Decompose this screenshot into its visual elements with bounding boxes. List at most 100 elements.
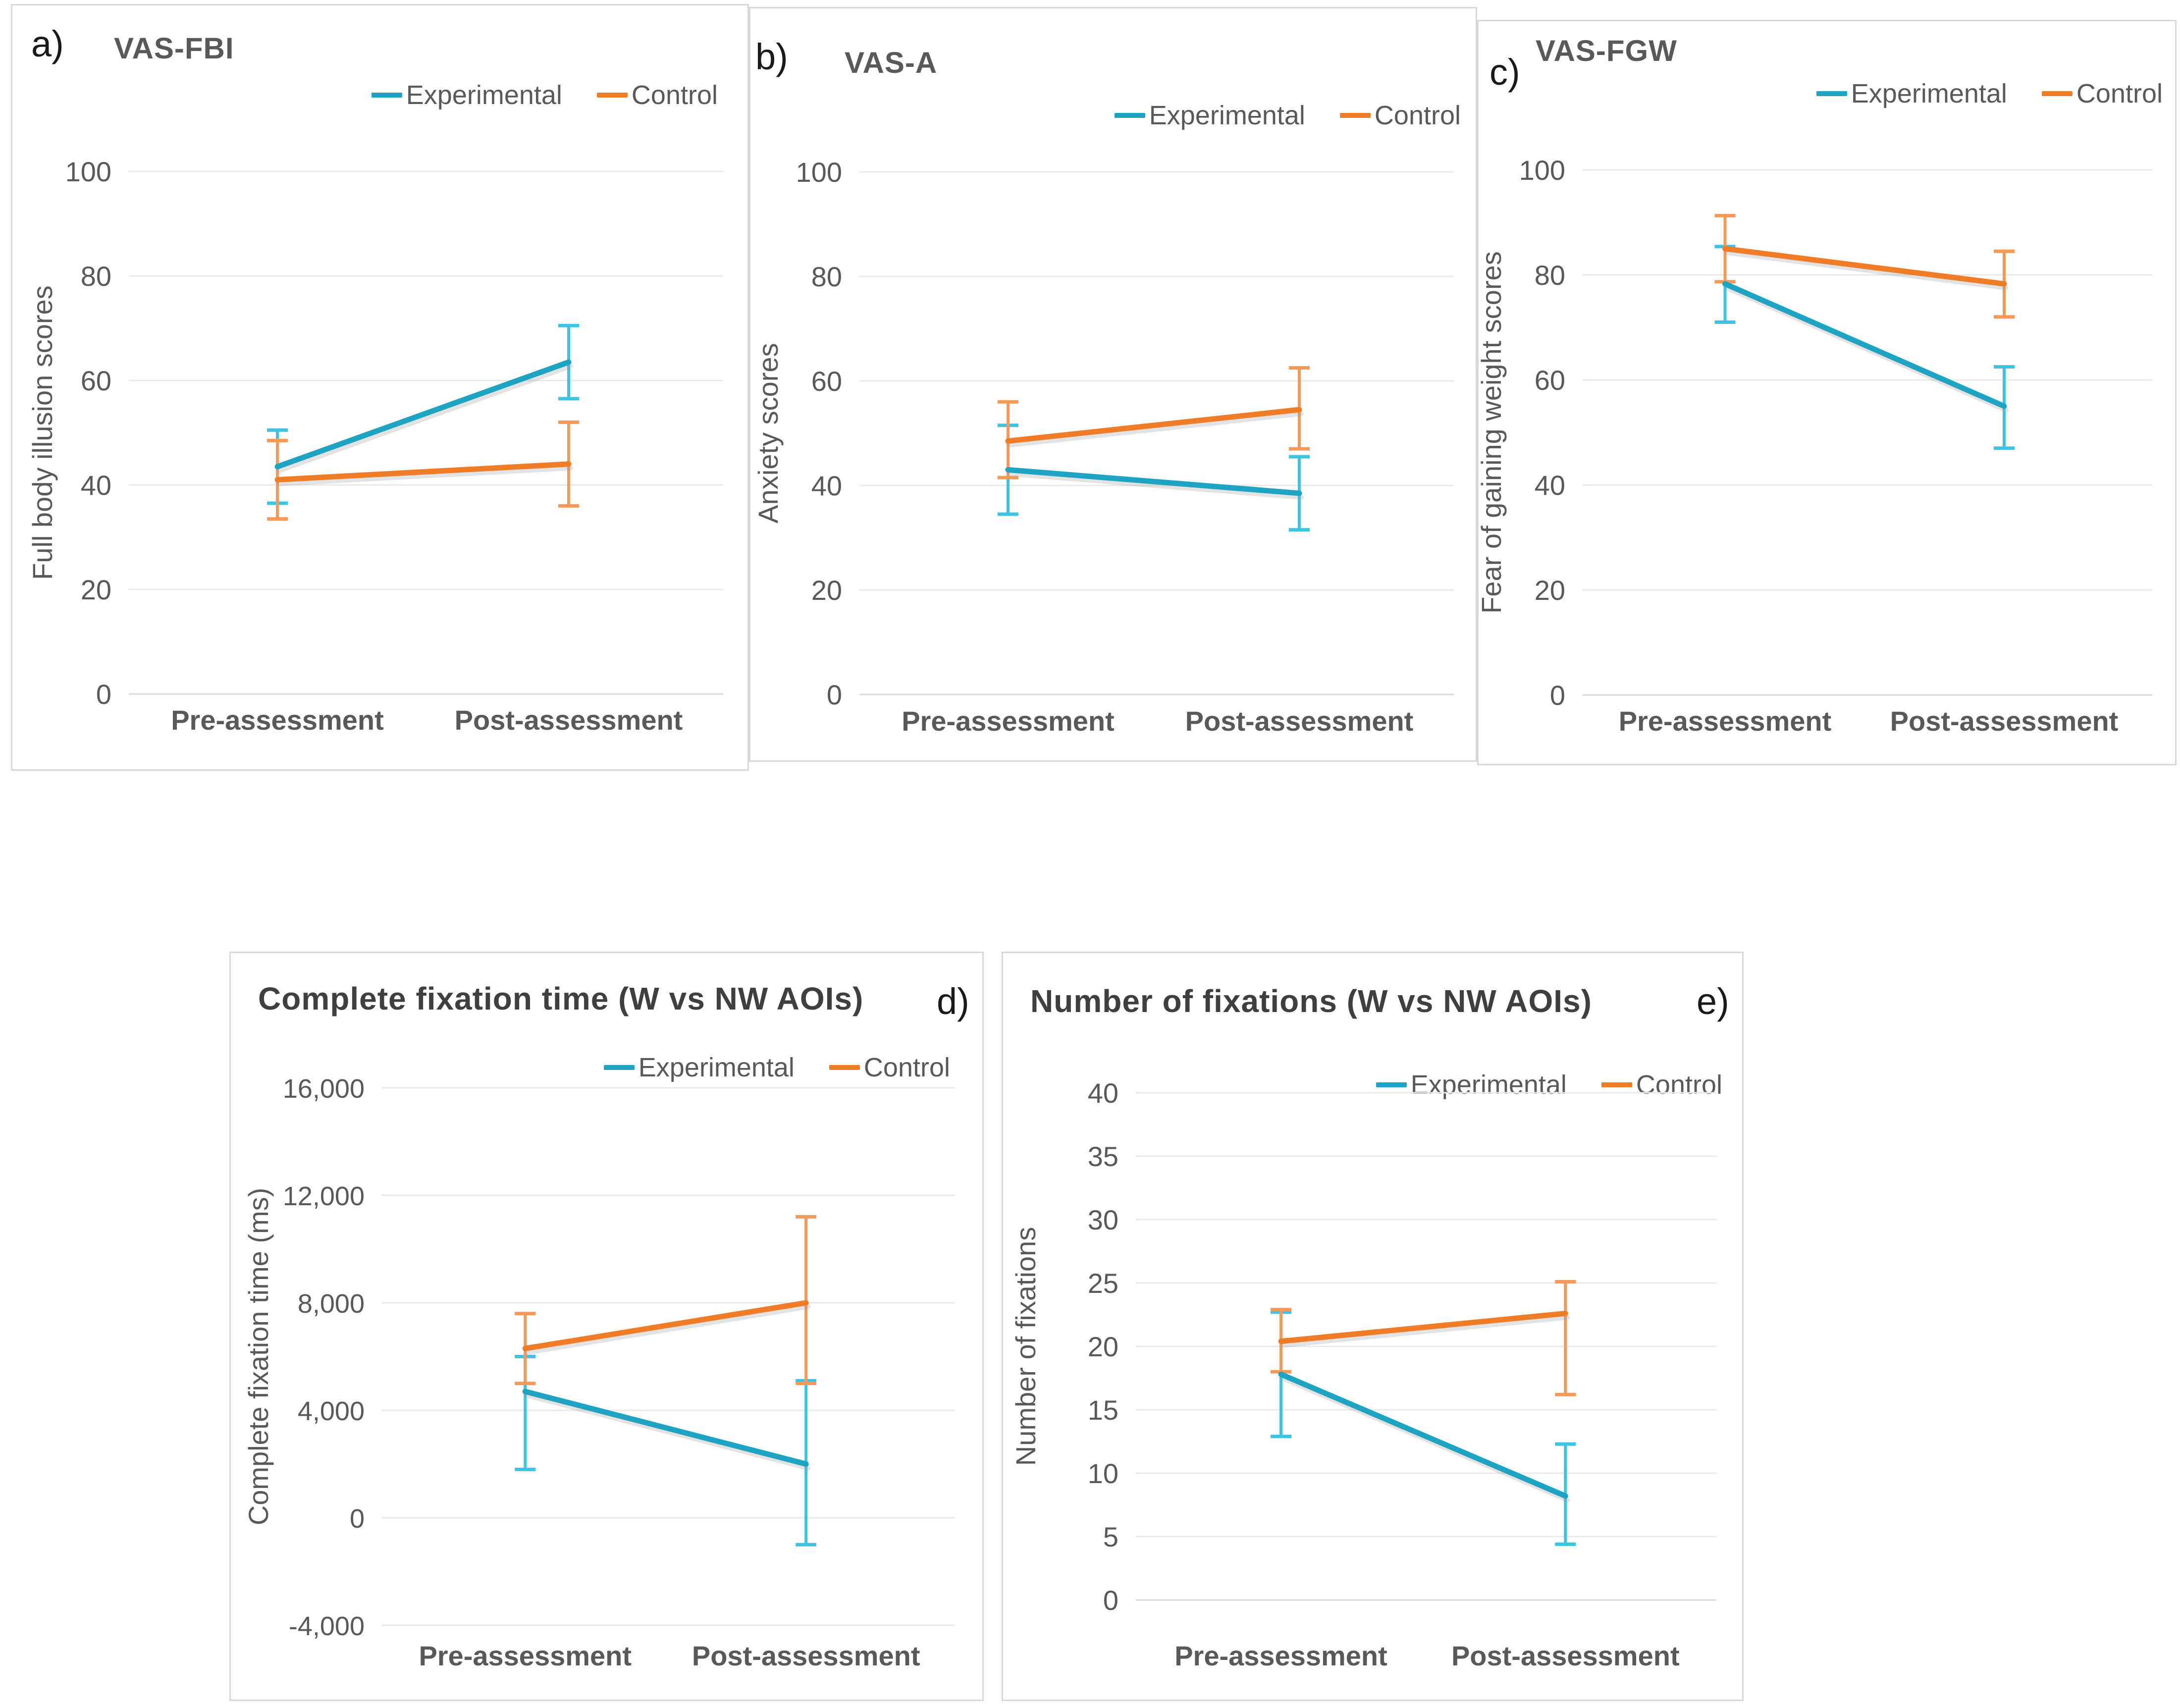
legend-label-experimental: Experimental	[638, 1053, 795, 1082]
chart-svg-a: 0 20 40 60 80 100 Full body illusion scores Pre…	[27, 156, 723, 736]
legend-item-experimental: Experimental	[371, 80, 562, 110]
y-tick-label: 25	[1088, 1268, 1118, 1299]
y-tick-label: 40	[1535, 470, 1565, 501]
y-tick-label: 40	[81, 470, 111, 501]
control-line-shadow	[1280, 1315, 1570, 1348]
y-tick-label: 20	[1088, 1331, 1118, 1362]
y-tick-label: 100	[65, 156, 111, 187]
y-tick-label: 35	[1088, 1141, 1118, 1172]
y-axis-label: Fear of gaining weight scores	[1479, 251, 1507, 614]
control-line	[1722, 246, 2007, 287]
experimental-line-swatch-icon	[603, 1065, 635, 1070]
x-category-label: Post-assessment	[1451, 1640, 1680, 1671]
control-line-swatch-icon	[596, 93, 628, 98]
y-tick-label: 12,000	[283, 1181, 365, 1211]
y-axis-label: Anxiety scores	[752, 343, 784, 523]
experimental-line-shadow	[1008, 471, 1304, 500]
y-tick-label: 60	[1535, 365, 1565, 396]
legend-item-control: Control	[1601, 1069, 1722, 1100]
chart-svg-c: 0 20 40 60 80 100 Fear of gaining weight score…	[1479, 155, 2152, 737]
y-tick-label: 80	[811, 261, 842, 292]
y-tick-label: 0	[827, 679, 842, 710]
x-category-label: Post-assessment	[692, 1640, 920, 1671]
experimental-line-shadow	[1280, 1376, 1570, 1503]
legend-e: Experimental Control	[1376, 1069, 1722, 1100]
panel-vas-fgw: c) VAS-FGW Experimental Control 0 20 40 60 8…	[1477, 20, 2177, 765]
y-tick-label: 0	[1103, 1585, 1118, 1616]
y-tick-label: 80	[1535, 260, 1565, 291]
y-tick-label: 20	[1535, 575, 1565, 606]
control-line-swatch-icon	[2041, 91, 2073, 96]
y-tick-label: 0	[1550, 680, 1565, 711]
y-tick-label: 100	[796, 157, 842, 188]
control-line-shadow	[525, 1304, 811, 1355]
y-tick-label: 5	[1103, 1521, 1118, 1552]
chart-title-b: VAS-A	[845, 46, 938, 79]
panel-label-d: d)	[937, 981, 969, 1022]
chart-title-d: Complete fixation time (W vs NW AOIs)	[258, 981, 864, 1016]
panel-vas-fbi: a) VAS-FBI Experimental Control 0 20 40 60 8…	[11, 4, 749, 771]
y-tick-label: 40	[811, 470, 842, 501]
panel-label-a: a)	[31, 23, 64, 64]
legend-label-experimental: Experimental	[1851, 79, 2007, 108]
control-line	[1005, 407, 1302, 444]
experimental-line	[274, 359, 572, 470]
chart-title-e: Number of fixations (W vs NW AOIs)	[1030, 983, 1592, 1019]
legend-item-control: Control	[1339, 100, 1461, 131]
legend-label-control: Control	[1374, 101, 1461, 130]
control-line	[1278, 1310, 1568, 1344]
y-tick-label: 40	[1088, 1077, 1118, 1109]
x-category-label: Post-assessment	[455, 704, 683, 736]
y-tick-label: 4,000	[298, 1396, 365, 1426]
experimental-line-shadow	[525, 1393, 811, 1471]
chart-svg-e: 0 5 10 15 20 25 30 35 40 Number of fixations Pre-a…	[1010, 1077, 1716, 1671]
experimental-line-swatch-icon	[1816, 91, 1847, 96]
legend-label-control: Control	[1636, 1070, 1722, 1100]
control-line-swatch-icon	[1601, 1082, 1632, 1087]
y-tick-label: 80	[81, 261, 111, 292]
control-line	[274, 461, 572, 482]
legend-item-experimental: Experimental	[1376, 1069, 1567, 1100]
y-tick-label: 16,000	[283, 1074, 365, 1104]
x-category-label: Pre-assessment	[1619, 705, 1832, 737]
experimental-line-swatch-icon	[371, 93, 402, 98]
chart-title-a: VAS-FBI	[114, 32, 234, 65]
legend-label-control: Control	[631, 80, 718, 110]
panel-label-e: e)	[1697, 981, 1729, 1022]
y-tick-label: -4,000	[289, 1611, 365, 1641]
y-tick-label: 60	[81, 365, 111, 396]
legend-b: Experimental Control	[1114, 100, 1461, 131]
panel-label-b: b)	[755, 36, 788, 77]
legend-label-control: Control	[863, 1053, 950, 1082]
legend-item-experimental: Experimental	[1114, 100, 1305, 131]
y-tick-label: 20	[81, 574, 111, 605]
legend-item-control: Control	[596, 80, 718, 110]
panel-complete-fixation-time: d) Complete fixation time (W vs NW AOIs)…	[229, 952, 984, 1701]
y-tick-label: 0	[350, 1504, 365, 1534]
control-line-shadow	[1008, 411, 1304, 448]
y-axis-label: Number of fixations	[1010, 1227, 1041, 1466]
control-line-swatch-icon	[1339, 113, 1371, 118]
y-tick-label: 60	[811, 366, 842, 397]
panel-vas-a: b) VAS-A Experimental Control 0 20 40 60 80 1…	[749, 7, 1477, 762]
legend-item-control: Control	[2041, 78, 2163, 109]
legend-label-experimental: Experimental	[1410, 1070, 1567, 1100]
x-category-label: Post-assessment	[1185, 705, 1414, 737]
experimental-line-shadow	[277, 364, 573, 474]
chart-title-c: VAS-FGW	[1536, 34, 1677, 67]
control-error-bar	[1555, 1280, 1576, 1396]
panel-label-c: c)	[1489, 52, 1520, 93]
experimental-line	[522, 1388, 809, 1467]
x-category-label: Pre-assessment	[419, 1640, 632, 1671]
y-tick-label: 10	[1088, 1458, 1118, 1489]
control-line-swatch-icon	[829, 1065, 860, 1070]
y-tick-label: 15	[1088, 1394, 1118, 1426]
legend-a: Experimental Control	[371, 80, 718, 110]
y-tick-label: 20	[811, 575, 842, 606]
control-line-shadow	[277, 465, 573, 486]
experimental-line-swatch-icon	[1376, 1082, 1407, 1087]
experimental-line-swatch-icon	[1114, 113, 1145, 118]
y-tick-label: 30	[1088, 1204, 1118, 1235]
experimental-line	[1722, 281, 2007, 409]
